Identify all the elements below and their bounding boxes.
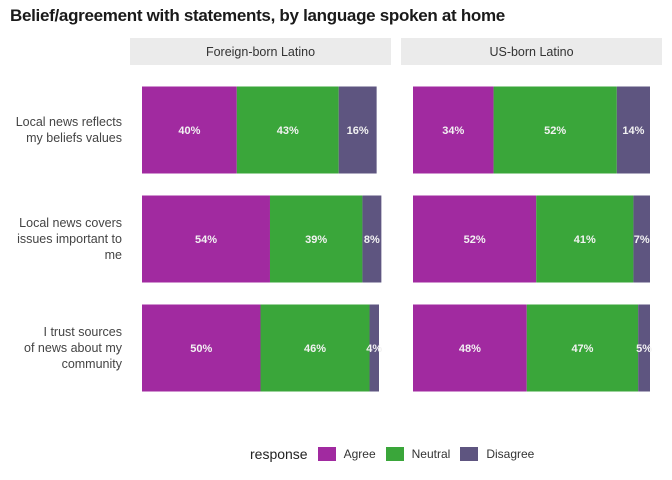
bar-foreign-born-latino-1-neutral [269,195,363,283]
data-label-foreign-born-latino-2-agree: 50% [190,343,212,355]
data-label-us-born-latino-1-agree: 52% [464,234,486,246]
legend: response Agree Neutral Disagree [250,444,544,464]
facet-strip-us-born-latino [401,38,662,65]
data-label-foreign-born-latino-2-disagree: 4% [366,343,382,355]
legend-title: response [250,446,308,462]
category-label-1: Local news covers issues important to me [17,216,122,262]
facet-label-us-born-latino: US-born Latino [489,45,573,59]
legend-swatch-neutral [385,447,404,461]
bar-foreign-born-latino-1-disagree [362,195,382,283]
data-label-us-born-latino-0-neutral: 52% [544,125,566,137]
legend-label-neutral: Neutral [411,447,451,461]
legend-item-neutral: Neutral [385,447,451,461]
bar-us-born-latino-2-agree [413,304,527,392]
data-label-foreign-born-latino-1-agree: 54% [195,234,217,246]
data-label-foreign-born-latino-0-neutral: 43% [277,125,299,137]
data-label-us-born-latino-1-neutral: 41% [574,234,596,246]
legend-label-agree: Agree [343,447,376,461]
legend-label-disagree: Disagree [486,447,535,461]
data-label-us-born-latino-2-agree: 48% [459,343,481,355]
data-label-us-born-latino-1-disagree: 7% [634,234,650,246]
chart-title: Belief/agreement with statements, by lan… [10,6,505,25]
facet-strip-foreign-born-latino [130,38,391,65]
data-label-foreign-born-latino-0-agree: 40% [178,125,200,137]
data-label-foreign-born-latino-1-neutral: 39% [305,234,327,246]
bar-foreign-born-latino-0-neutral [236,86,339,174]
bar-us-born-latino-0-neutral [493,86,617,174]
data-label-us-born-latino-0-agree: 34% [442,125,464,137]
bar-foreign-born-latino-0-agree [142,86,237,174]
bar-foreign-born-latino-0-disagree [338,86,377,174]
bar-foreign-born-latino-2-neutral [260,304,370,392]
bar-us-born-latino-1-agree [413,195,537,283]
legend-swatch-agree [317,447,336,461]
bar-us-born-latino-2-neutral [526,304,639,392]
bar-foreign-born-latino-2-agree [142,304,261,392]
legend-item-agree: Agree [317,447,376,461]
category-label-0: Local news reflects my beliefs values [16,115,122,145]
data-label-foreign-born-latino-2-neutral: 46% [304,343,326,355]
bar-us-born-latino-1-disagree [633,195,650,283]
bar-foreign-born-latino-1-agree [142,195,270,283]
bar-us-born-latino-1-neutral [536,195,634,283]
bar-us-born-latino-0-disagree [616,86,650,174]
category-label-2: I trust sources of news about my community [24,325,123,371]
legend-item-disagree: Disagree [460,447,534,461]
facet-label-foreign-born-latino: Foreign-born Latino [206,45,315,59]
data-label-us-born-latino-0-disagree: 14% [622,125,644,137]
bar-foreign-born-latino-2-disagree [369,304,379,392]
data-label-us-born-latino-2-disagree: 5% [636,343,652,355]
bar-us-born-latino-0-agree [413,86,494,174]
data-label-foreign-born-latino-1-disagree: 8% [364,234,380,246]
data-label-foreign-born-latino-0-disagree: 16% [347,125,369,137]
data-label-us-born-latino-2-neutral: 47% [571,343,593,355]
bar-us-born-latino-2-disagree [638,304,650,392]
legend-swatch-disagree [460,447,479,461]
